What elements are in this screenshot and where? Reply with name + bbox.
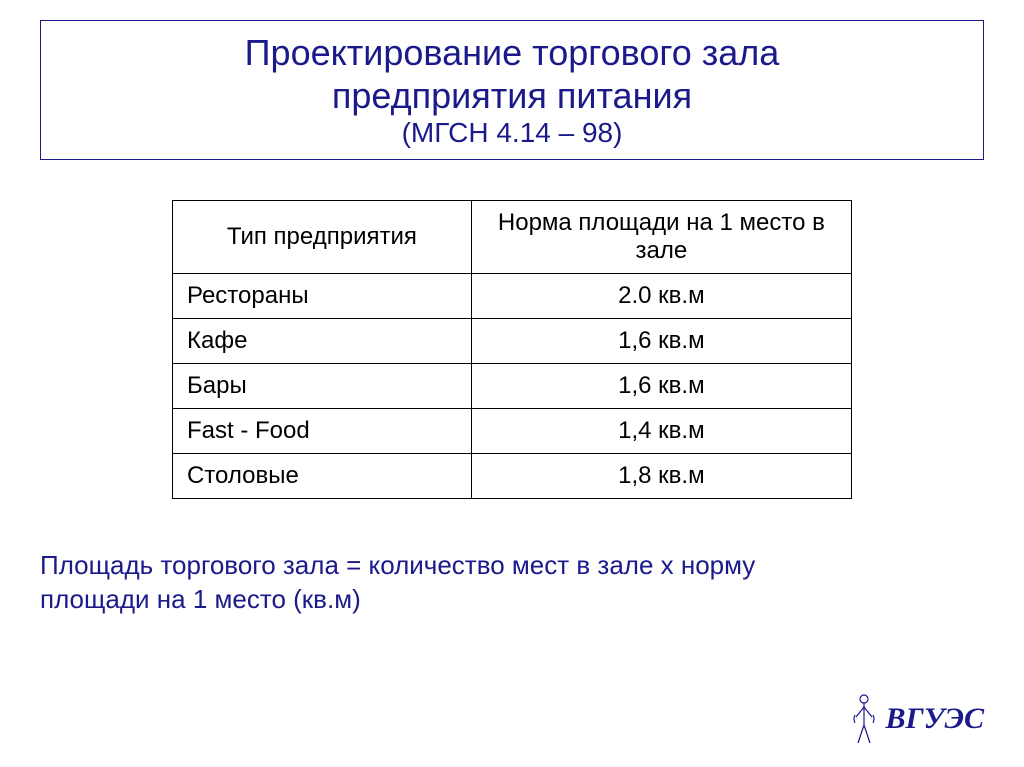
table-cell-type: Рестораны [173,274,472,319]
title-line1: Проектирование торгового зала [61,31,963,74]
table-header-norm: Норма площади на 1 место в зале [471,201,851,274]
logo-figure-icon [849,691,879,747]
title-container: Проектирование торгового зала предприяти… [40,20,984,160]
table-header-type: Тип предприятия [173,201,472,274]
table-row: Столовые 1,8 кв.м [173,454,852,499]
formula-text: Площадь торгового зала = количество мест… [40,549,760,617]
table-cell-type: Кафе [173,319,472,364]
table-cell-value: 2.0 кв.м [471,274,851,319]
logo-container: ВГУЭС [849,691,984,747]
data-table: Тип предприятия Норма площади на 1 место… [172,200,852,499]
logo-text: ВГУЭС [885,702,984,736]
table-cell-value: 1,6 кв.м [471,319,851,364]
table-cell-type: Столовые [173,454,472,499]
title-line2: предприятия питания [61,74,963,117]
table-header-row: Тип предприятия Норма площади на 1 место… [173,201,852,274]
table-wrapper: Тип предприятия Норма площади на 1 место… [40,200,984,499]
table-cell-value: 1,8 кв.м [471,454,851,499]
table-cell-type: Бары [173,364,472,409]
table-row: Бары 1,6 кв.м [173,364,852,409]
table-row: Рестораны 2.0 кв.м [173,274,852,319]
title-subtitle: (МГСН 4.14 – 98) [61,117,963,149]
table-row: Fast - Food 1,4 кв.м [173,409,852,454]
table-cell-value: 1,4 кв.м [471,409,851,454]
table-row: Кафе 1,6 кв.м [173,319,852,364]
table-cell-type: Fast - Food [173,409,472,454]
table-cell-value: 1,6 кв.м [471,364,851,409]
